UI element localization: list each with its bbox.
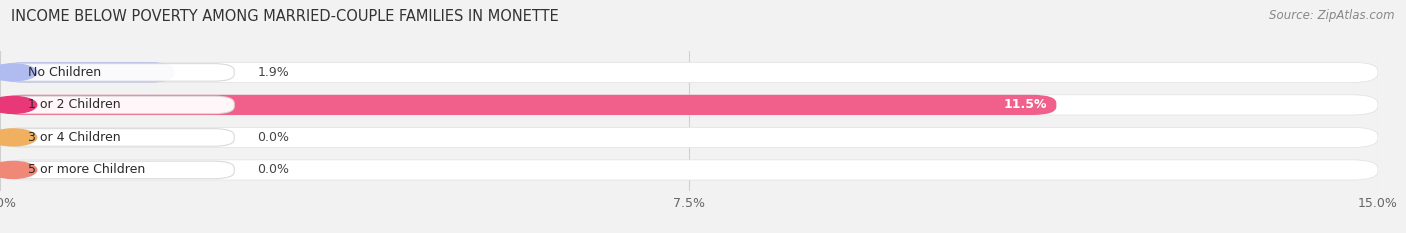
FancyBboxPatch shape bbox=[0, 95, 1378, 115]
FancyBboxPatch shape bbox=[0, 62, 1378, 82]
Circle shape bbox=[0, 96, 37, 113]
Circle shape bbox=[0, 129, 37, 146]
Text: 5 or more Children: 5 or more Children bbox=[28, 163, 145, 176]
Text: INCOME BELOW POVERTY AMONG MARRIED-COUPLE FAMILIES IN MONETTE: INCOME BELOW POVERTY AMONG MARRIED-COUPL… bbox=[11, 9, 560, 24]
Text: 3 or 4 Children: 3 or 4 Children bbox=[28, 131, 120, 144]
Text: 1.9%: 1.9% bbox=[257, 66, 290, 79]
Circle shape bbox=[0, 64, 37, 81]
FancyBboxPatch shape bbox=[0, 96, 235, 114]
FancyBboxPatch shape bbox=[0, 129, 235, 146]
Text: Source: ZipAtlas.com: Source: ZipAtlas.com bbox=[1270, 9, 1395, 22]
Text: 0.0%: 0.0% bbox=[257, 163, 290, 176]
FancyBboxPatch shape bbox=[0, 161, 235, 179]
FancyBboxPatch shape bbox=[0, 127, 1378, 147]
Text: 11.5%: 11.5% bbox=[1004, 98, 1047, 111]
FancyBboxPatch shape bbox=[0, 160, 1378, 180]
Text: 0.0%: 0.0% bbox=[257, 131, 290, 144]
FancyBboxPatch shape bbox=[0, 62, 174, 82]
Circle shape bbox=[0, 161, 37, 178]
FancyBboxPatch shape bbox=[0, 95, 1056, 115]
Text: No Children: No Children bbox=[28, 66, 101, 79]
Text: 1 or 2 Children: 1 or 2 Children bbox=[28, 98, 120, 111]
FancyBboxPatch shape bbox=[0, 64, 235, 81]
